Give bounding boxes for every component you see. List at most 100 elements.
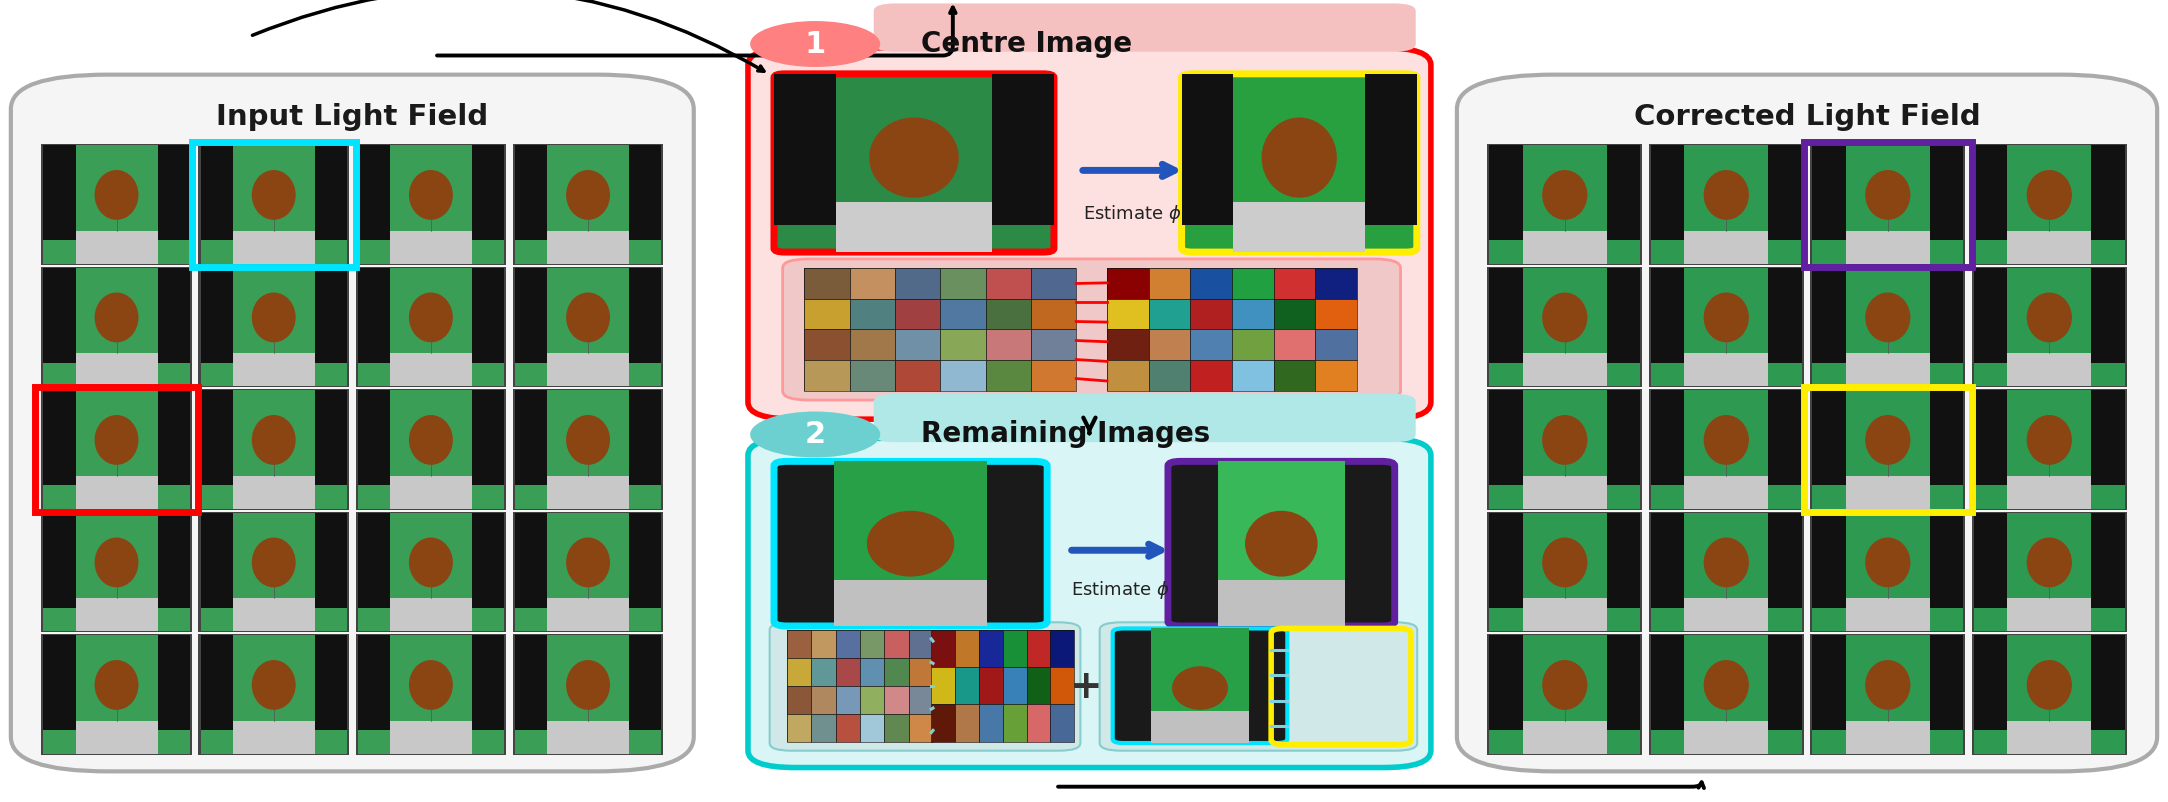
Ellipse shape xyxy=(2027,293,2073,342)
Bar xyxy=(390,230,473,264)
Bar xyxy=(314,145,347,240)
Bar xyxy=(2008,230,2092,264)
Bar xyxy=(1522,720,1606,754)
Bar xyxy=(1812,268,1964,387)
Bar xyxy=(1049,667,1073,704)
Bar xyxy=(1812,145,1964,264)
Bar xyxy=(787,714,811,742)
Ellipse shape xyxy=(1864,293,1910,342)
FancyBboxPatch shape xyxy=(748,48,1431,419)
Ellipse shape xyxy=(1864,660,1910,710)
Bar xyxy=(1812,390,1964,508)
Bar xyxy=(1190,268,1231,299)
Bar xyxy=(1231,299,1275,330)
Bar xyxy=(835,714,861,742)
Bar xyxy=(1032,268,1075,299)
Bar xyxy=(41,144,191,265)
Bar xyxy=(1812,390,1845,485)
Bar xyxy=(885,714,908,742)
Bar xyxy=(1489,390,1641,508)
Bar xyxy=(514,635,546,730)
Bar xyxy=(1316,330,1357,360)
Ellipse shape xyxy=(1704,660,1750,710)
Bar xyxy=(787,658,811,686)
Bar xyxy=(804,360,850,391)
Bar xyxy=(473,512,503,608)
Text: Estimate $\phi$: Estimate $\phi$ xyxy=(1084,203,1182,225)
Bar xyxy=(1108,268,1357,391)
Bar xyxy=(314,268,347,363)
Bar xyxy=(358,635,390,730)
Ellipse shape xyxy=(95,660,139,710)
Bar xyxy=(197,634,349,755)
Bar xyxy=(358,145,503,264)
Ellipse shape xyxy=(95,293,139,342)
Bar xyxy=(1522,476,1606,508)
Bar xyxy=(850,330,895,360)
Ellipse shape xyxy=(1704,537,1750,587)
Bar xyxy=(1804,387,1973,512)
Bar xyxy=(473,268,503,363)
Bar xyxy=(1025,704,1049,742)
Bar xyxy=(1685,476,1769,508)
Ellipse shape xyxy=(251,293,295,342)
Bar xyxy=(1489,145,1641,264)
Bar xyxy=(390,476,473,508)
Bar xyxy=(1218,580,1344,626)
Bar xyxy=(199,512,232,608)
Bar xyxy=(1149,360,1190,391)
Bar xyxy=(2008,353,2092,387)
Bar xyxy=(811,686,835,714)
Bar xyxy=(1650,512,1804,632)
Bar xyxy=(199,635,232,730)
Bar xyxy=(1049,630,1073,667)
Bar xyxy=(1845,720,1930,754)
Bar xyxy=(1489,635,1641,754)
Bar xyxy=(835,580,986,626)
Bar xyxy=(1652,145,1685,240)
Bar xyxy=(1234,202,1366,252)
Bar xyxy=(514,145,661,264)
Ellipse shape xyxy=(1541,415,1587,465)
Bar xyxy=(850,299,895,330)
Bar xyxy=(390,598,473,631)
Ellipse shape xyxy=(1262,118,1338,198)
Bar xyxy=(1487,267,1643,387)
Bar xyxy=(835,686,861,714)
Bar xyxy=(546,230,629,264)
Bar xyxy=(1652,635,1802,754)
FancyBboxPatch shape xyxy=(770,622,1080,751)
Bar xyxy=(1652,390,1802,508)
Bar xyxy=(787,686,811,714)
Bar xyxy=(1804,142,1973,267)
Bar xyxy=(629,390,661,485)
Bar xyxy=(861,686,885,714)
Bar xyxy=(1973,512,2127,632)
Bar xyxy=(1769,512,1802,608)
Bar xyxy=(1975,268,2125,387)
Ellipse shape xyxy=(251,415,295,465)
Ellipse shape xyxy=(2027,660,2073,710)
Bar xyxy=(514,390,661,508)
Bar xyxy=(1973,267,2127,387)
Bar xyxy=(1812,635,1845,730)
Ellipse shape xyxy=(2027,415,2073,465)
Bar xyxy=(1812,512,1964,631)
Bar xyxy=(546,476,629,508)
Ellipse shape xyxy=(251,660,295,710)
Bar xyxy=(1149,299,1190,330)
Ellipse shape xyxy=(2027,537,2073,587)
Bar xyxy=(1108,330,1149,360)
Ellipse shape xyxy=(1864,170,1910,220)
Bar xyxy=(1151,629,1249,711)
Bar xyxy=(1002,667,1025,704)
Bar xyxy=(1149,268,1190,299)
FancyBboxPatch shape xyxy=(11,75,694,772)
Bar xyxy=(1108,360,1149,391)
Bar xyxy=(861,714,885,742)
Bar xyxy=(358,268,390,363)
Circle shape xyxy=(750,21,880,67)
Bar xyxy=(1652,635,1685,730)
Bar xyxy=(1845,353,1930,387)
Bar xyxy=(199,512,347,631)
